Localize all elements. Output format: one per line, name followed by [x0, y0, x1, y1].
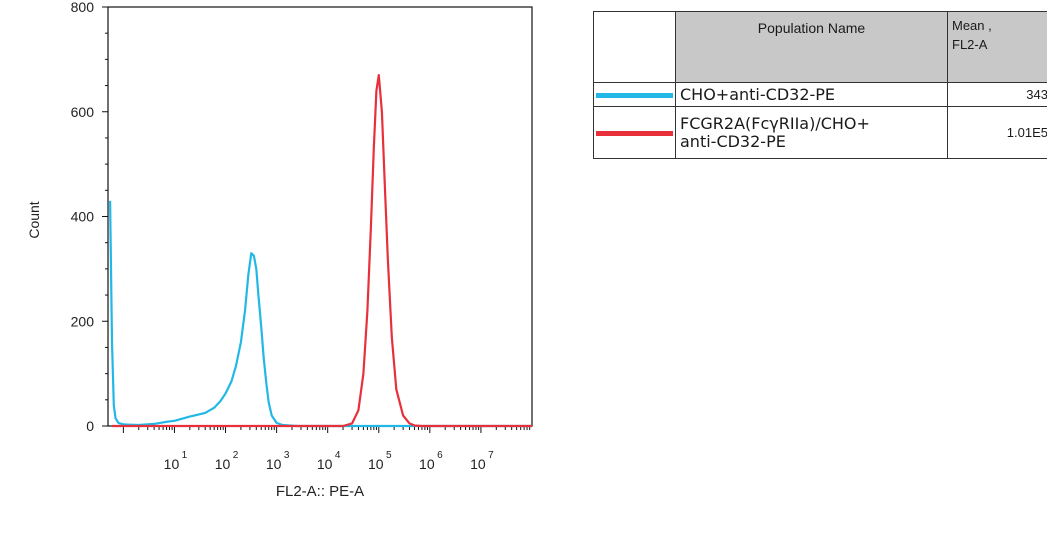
- y-tick-label: 600: [71, 104, 95, 120]
- series-line-fcgr2a: [112, 73, 532, 428]
- legend-population-name: CHO+anti-CD32-PE: [675, 81, 948, 108]
- series-line-cho-control: [109, 200, 532, 428]
- y-tick-label: 800: [71, 0, 95, 15]
- x-tick-exponent: 6: [437, 450, 443, 461]
- legend-header-row: Population Name Mean , FL2-A: [593, 11, 1047, 83]
- x-tick-exponent: 2: [233, 450, 239, 461]
- y-tick-label: 200: [71, 313, 95, 329]
- x-tick-label: 10: [317, 456, 333, 472]
- legend-population-name: FCGR2A(FcγRIIa)/CHO+ anti-CD32-PE: [675, 106, 948, 159]
- x-tick-exponent: 7: [488, 450, 494, 461]
- y-axis-label: Count: [26, 201, 42, 238]
- legend-swatch-line: [596, 130, 673, 136]
- x-tick-exponent: 4: [335, 450, 341, 461]
- legend-swatch-line: [596, 92, 673, 98]
- legend-swatch-cell: [593, 106, 676, 159]
- x-tick-exponent: 5: [386, 450, 392, 461]
- legend-swatch-cell: [593, 81, 676, 108]
- x-tick-label: 10: [164, 456, 180, 472]
- x-tick-exponent: 3: [284, 450, 290, 461]
- legend-header-mean-text: Mean , FL2-A: [952, 18, 992, 52]
- y-axis-ticks: 0 200 400 600 800: [71, 0, 108, 434]
- legend-header-blank: [593, 11, 676, 83]
- y-tick-label: 400: [71, 209, 95, 225]
- legend-mean-value: 343: [947, 81, 1047, 108]
- x-tick-label: 10: [215, 456, 231, 472]
- x-tick-exponent: 1: [182, 450, 188, 461]
- x-tick-label: 10: [368, 456, 384, 472]
- x-tick-label: 10: [419, 456, 435, 472]
- population-legend-table: Population Name Mean , FL2-A CHO+anti-CD3…: [593, 11, 1047, 159]
- plot-frame: [107, 6, 533, 427]
- legend-row: CHO+anti-CD32-PE 343: [593, 81, 1047, 108]
- x-tick-label: 10: [266, 456, 282, 472]
- legend-header-mean: Mean , FL2-A: [947, 11, 1047, 83]
- series-layer: [109, 73, 532, 428]
- y-tick-label: 0: [86, 418, 94, 434]
- legend-row: FCGR2A(FcγRIIa)/CHO+ anti-CD32-PE 1.01E5: [593, 106, 1047, 159]
- legend-header-population-name: Population Name: [675, 11, 948, 83]
- x-tick-label: 10: [470, 456, 486, 472]
- x-axis-label: FL2-A:: PE-A: [276, 483, 364, 500]
- legend-mean-value: 1.01E5: [947, 106, 1047, 159]
